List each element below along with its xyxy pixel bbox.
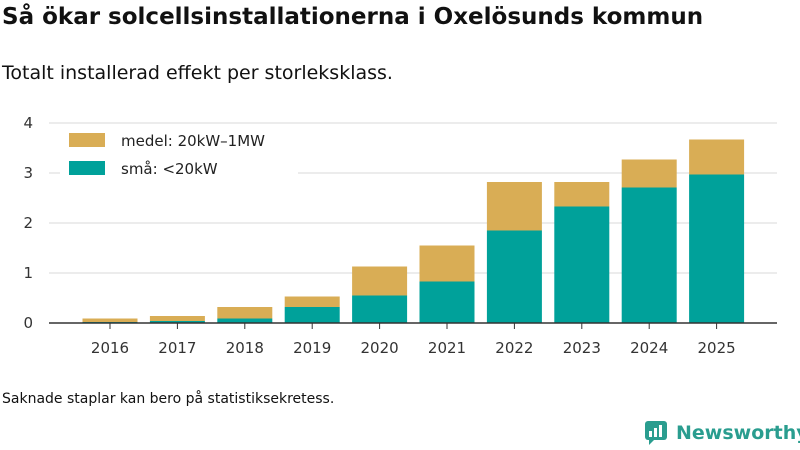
bar-medium-2025: [689, 139, 745, 175]
x-tick-label: 2019: [293, 339, 331, 357]
newsworthy-logo-icon: [645, 421, 667, 445]
legend-label: små: <20kW: [121, 160, 218, 178]
chart-title: Så ökar solcellsinstallationerna i Oxelö…: [2, 4, 704, 30]
bar-small-2021: [419, 281, 475, 323]
y-tick-label: 4: [23, 114, 33, 132]
legend: medel: 20kW–1MW små: <20kW: [60, 126, 298, 178]
bar-small-2023: [554, 206, 610, 323]
bar-small-2017: [149, 321, 205, 323]
y-tick-label: 3: [23, 164, 33, 182]
newsworthy-logo: Newsworthy: [644, 420, 800, 446]
x-tick-label: 2016: [91, 339, 129, 357]
bars: [82, 139, 745, 323]
x-tick-label: 2018: [226, 339, 264, 357]
bar-medium-2024: [621, 159, 677, 188]
bar-small-2019: [284, 307, 340, 323]
bar-small-2018: [217, 318, 273, 323]
chart-subtitle: Totalt installerad effekt per storlekskl…: [2, 62, 393, 84]
bar-medium-2020: [352, 266, 408, 296]
x-tick-label: 2025: [698, 339, 736, 357]
bar-small-2025: [689, 174, 745, 323]
footnote: Saknade staplar kan bero på statistiksek…: [2, 391, 335, 407]
brand-name: Newsworthy: [676, 422, 800, 444]
x-tick-label: 2023: [563, 339, 601, 357]
x-tick-label: 2021: [428, 339, 466, 357]
bar-medium-2022: [486, 182, 542, 231]
bar-medium-2017: [149, 316, 205, 321]
bar-small-2020: [352, 295, 408, 323]
bar-medium-2018: [217, 307, 273, 319]
y-axis-ticks: 0 1 2 3 4: [23, 114, 33, 332]
bar-small-2024: [621, 187, 677, 323]
bar-medium-2016: [82, 318, 138, 322]
y-tick-label: 1: [23, 264, 33, 282]
y-tick-label: 2: [23, 214, 33, 232]
legend-swatch: [69, 133, 105, 147]
bar-small-2022: [486, 230, 542, 323]
legend-label: medel: 20kW–1MW: [121, 132, 265, 150]
bar-medium-2021: [419, 245, 475, 282]
legend-swatch: [69, 161, 105, 175]
x-axis-ticks: 2016 2017 2018 2019 2020 2021 2022 2023 2024 2025: [49, 322, 777, 357]
x-tick-label: 2022: [495, 339, 533, 357]
x-tick-label: 2024: [630, 339, 668, 357]
bar-medium-2023: [554, 182, 610, 207]
x-tick-label: 2017: [158, 339, 196, 357]
x-tick-label: 2020: [361, 339, 399, 357]
y-tick-label: 0: [23, 314, 33, 332]
bar-medium-2019: [284, 296, 340, 307]
